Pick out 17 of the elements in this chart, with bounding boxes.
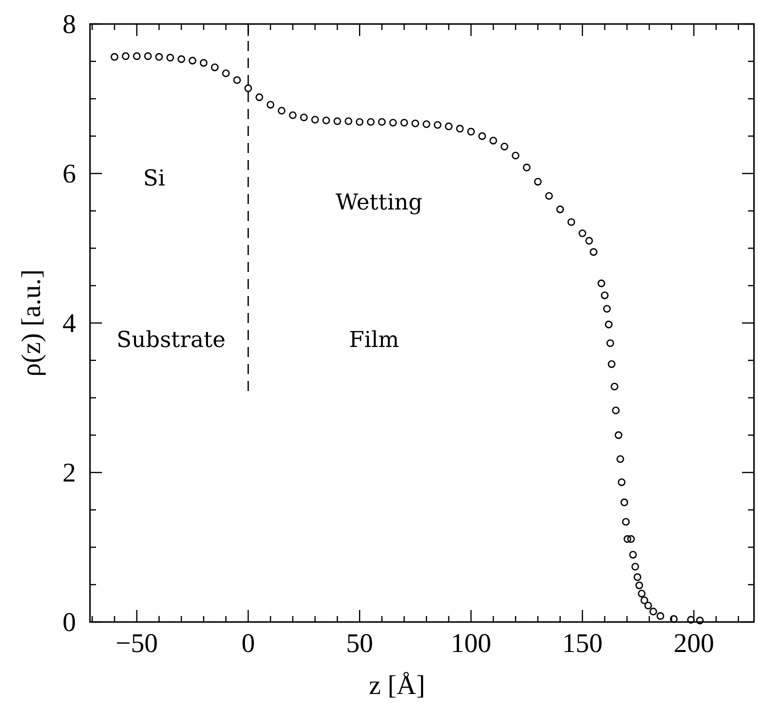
x-tick-label: 0 — [241, 628, 255, 658]
annotation: Si — [143, 166, 166, 192]
x-tick-label: 200 — [674, 628, 714, 658]
x-tick-label: −50 — [116, 628, 158, 658]
x-tick-label: 100 — [450, 628, 492, 658]
y-tick-label: 0 — [62, 607, 76, 637]
y-tick-label: 6 — [62, 158, 76, 188]
y-tick-label: 4 — [62, 308, 76, 338]
x-tick-label: 50 — [346, 628, 374, 658]
y-axis-title: ρ(z) [a.u.] — [16, 269, 46, 377]
x-axis-title: z [Å] — [368, 670, 426, 700]
y-tick-label: 8 — [62, 9, 76, 39]
annotation: Wetting — [336, 190, 422, 216]
x-tick-label: 150 — [562, 628, 603, 658]
y-tick-label: 2 — [62, 458, 76, 488]
annotation: Film — [348, 328, 400, 353]
annotation: Substrate — [116, 328, 226, 353]
